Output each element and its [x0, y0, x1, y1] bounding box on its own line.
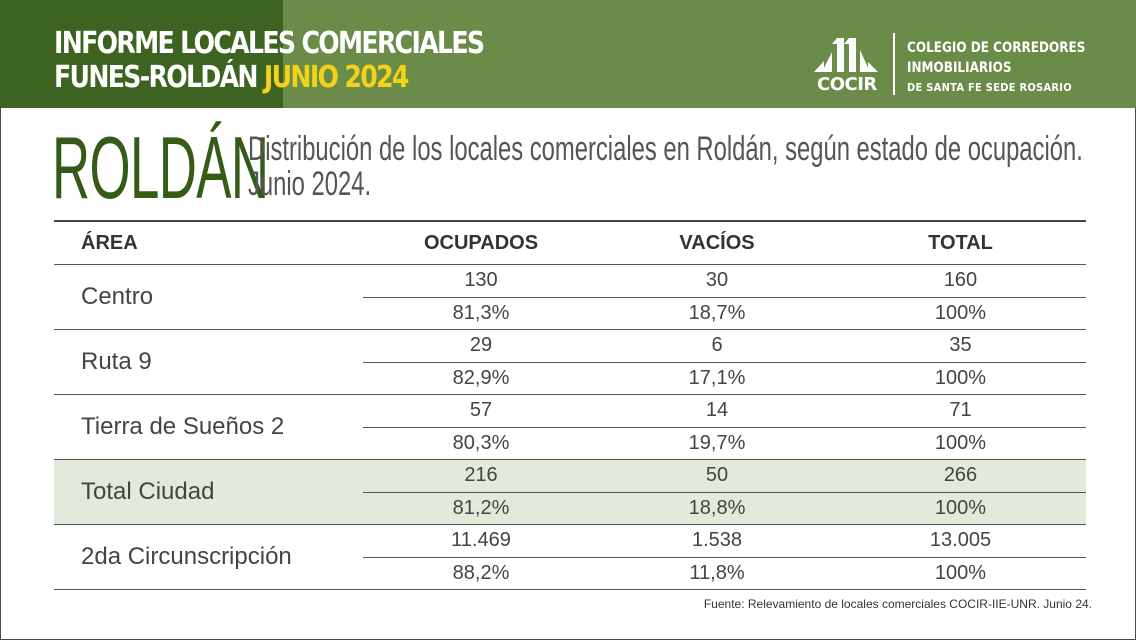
city-heading: ROLDÁN: [52, 118, 269, 217]
cocir-emblem-icon: [814, 38, 878, 72]
table-subtitle: Distribución de los locales comerciales …: [248, 132, 1083, 202]
percent-vacios: 18,7%: [599, 297, 835, 330]
count-ocupados: 11.469: [363, 524, 599, 558]
count-vacios: 6: [599, 329, 835, 363]
org-line1: COLEGIO DE CORREDORES: [907, 40, 1086, 56]
count-vacios: 50: [599, 459, 835, 493]
report-title-date: JUNIO 2024: [263, 60, 410, 95]
area-name: Tierra de Sueños 2: [54, 394, 363, 460]
org-line2: INMOBILIARIOS: [907, 60, 1012, 76]
header-right-panel: [283, 0, 1136, 108]
header-vacios: VACÍOS: [599, 220, 835, 265]
percent-total: 100%: [835, 492, 1086, 525]
table-row: Centro 130 30 160: [54, 264, 1086, 330]
area-name: 2da Circunscripción: [54, 524, 363, 590]
report-title: INFORME LOCALES COMERCIALES FUNES-ROLDÁN…: [54, 26, 485, 95]
count-vacios: 30: [599, 264, 835, 298]
area-name: Total Ciudad: [54, 459, 363, 525]
percent-total: 100%: [835, 297, 1086, 330]
org-line3: DE SANTA FE SEDE ROSARIO: [907, 81, 1072, 94]
area-name: Ruta 9: [54, 329, 363, 395]
table-row: 80,3% 19,7% 100%: [54, 427, 1086, 460]
header-banner: INFORME LOCALES COMERCIALES FUNES-ROLDÁN…: [0, 0, 1136, 108]
header-total: TOTAL: [835, 220, 1086, 265]
count-ocupados: 216: [363, 459, 599, 493]
table-row: 82,9% 17,1% 100%: [54, 362, 1086, 395]
table-row: Ruta 9 29 6 35: [54, 329, 1086, 395]
header-left-panel: [0, 0, 283, 108]
report-title-line1: INFORME LOCALES COMERCIALES: [54, 26, 485, 61]
count-total: 266: [835, 459, 1086, 493]
table-row: 2da Circunscripción 11.469 1.538 13.005: [54, 524, 1086, 590]
logo-divider: [893, 33, 895, 95]
table-row: Tierra de Sueños 2 57 14 71: [54, 394, 1086, 460]
organization-name: COLEGIO DE CORREDORES INMOBILIARIOS DE S…: [907, 38, 1114, 98]
percent-ocupados: 82,9%: [363, 362, 599, 395]
percent-total: 100%: [835, 362, 1086, 395]
percent-total: 100%: [835, 557, 1086, 590]
occupancy-table: ÁREA OCUPADOS VACÍOS TOTAL Centro 130 30…: [54, 220, 1086, 590]
source-note: Fuente: Relevamiento de locales comercia…: [703, 597, 1092, 611]
table-row-total-city: 81,2% 18,8% 100%: [54, 492, 1086, 525]
table-row: 81,3% 18,7% 100%: [54, 297, 1086, 330]
header-area: ÁREA: [54, 220, 363, 265]
count-total: 35: [835, 329, 1086, 363]
count-total: 13.005: [835, 524, 1086, 558]
subtitle-line1: Distribución de los locales comerciales …: [248, 130, 1083, 168]
percent-vacios: 19,7%: [599, 427, 835, 460]
percent-vacios: 18,8%: [599, 492, 835, 525]
percent-ocupados: 81,2%: [363, 492, 599, 525]
count-total: 71: [835, 394, 1086, 428]
table-row-total-city: Total Ciudad 216 50 266: [54, 459, 1086, 525]
percent-total: 100%: [835, 427, 1086, 460]
percent-ocupados: 80,3%: [363, 427, 599, 460]
subtitle-line2: Junio 2024.: [248, 165, 372, 203]
count-total: 160: [835, 264, 1086, 298]
cocir-logo: COCIR: [812, 34, 882, 96]
table-row: 88,2% 11,8% 100%: [54, 557, 1086, 590]
count-ocupados: 130: [363, 264, 599, 298]
percent-ocupados: 88,2%: [363, 557, 599, 590]
area-name: Centro: [54, 264, 363, 330]
count-vacios: 14: [599, 394, 835, 428]
percent-ocupados: 81,3%: [363, 297, 599, 330]
header-ocupados: OCUPADOS: [363, 220, 599, 265]
count-ocupados: 29: [363, 329, 599, 363]
percent-vacios: 17,1%: [599, 362, 835, 395]
report-title-line2: FUNES-ROLDÁN JUNIO 2024: [54, 61, 483, 95]
table-header-row: ÁREA OCUPADOS VACÍOS TOTAL: [54, 220, 1086, 265]
percent-vacios: 11,8%: [599, 557, 835, 590]
report-title-place: FUNES-ROLDÁN: [54, 60, 259, 95]
count-ocupados: 57: [363, 394, 599, 428]
cocir-logo-text: COCIR: [817, 74, 877, 95]
count-vacios: 1.538: [599, 524, 835, 558]
